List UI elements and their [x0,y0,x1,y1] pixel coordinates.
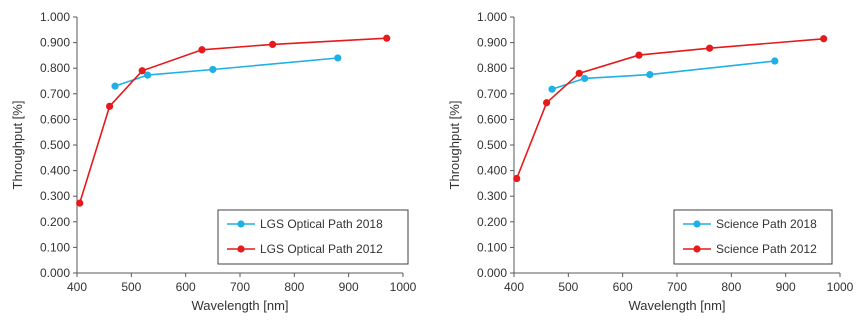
data-point [144,71,152,79]
y-tick-label: 0.400 [40,164,70,178]
y-tick-label: 0.800 [477,61,507,75]
x-tick-label: 500 [558,280,578,294]
y-tick-label: 0.500 [477,138,507,152]
x-tick-label: 600 [613,280,633,294]
y-axis-title: Throughput [%] [10,101,25,190]
data-point [111,82,119,90]
y-tick-label: 0.300 [40,189,70,203]
x-tick-label: 1000 [390,280,417,294]
chart-panel-1: 0.000 0.100 0.200 0.300 0.400 0.500 0.600 0.700… [10,10,417,313]
legend-box [673,209,833,265]
data-point [198,46,206,54]
y-tick-label: 0.100 [477,240,507,254]
data-point [383,34,391,42]
x-tick-label: 400 [504,280,524,294]
data-point [575,69,583,77]
data-point [581,74,589,83]
y-tick-label: 0.200 [477,215,507,229]
legend-label: LGS Optical Path 2012 [260,242,383,256]
legend-label: Science Path 2012 [716,242,817,256]
data-point [106,102,114,110]
y-tick-label: 0.600 [477,112,507,126]
legend-box [217,209,409,265]
data-point [771,57,779,65]
x-tick-label: 500 [121,280,141,294]
data-point [138,67,146,75]
y-tick-label: 0.000 [477,266,507,280]
data-point [543,99,551,107]
x-tick-label: 800 [284,280,304,294]
x-tick-label: 700 [230,280,250,294]
data-point [706,44,714,52]
y-tick-label: 1.000 [40,10,70,24]
data-point [334,54,342,62]
y-tick-label: 0.600 [40,112,70,126]
data-point [548,85,556,93]
legend-swatch-marker [693,245,701,253]
x-tick-label: 1000 [827,280,854,294]
x-axis-title: Wavelength [nm] [191,298,288,313]
legend-label: LGS Optical Path 2018 [260,217,383,231]
data-point [76,199,84,207]
legend-label: Science Path 2018 [716,217,817,231]
x-tick-label: 600 [176,280,196,294]
y-tick-label: 0.900 [40,36,70,50]
y-tick-label: 0.900 [477,36,507,50]
series-line-2 [515,38,824,179]
y-tick-label: 1.000 [477,10,507,24]
series-line-2 [78,37,387,204]
x-tick-label: 900 [776,280,796,294]
x-tick-label: 900 [339,280,359,294]
data-point [635,51,643,59]
legend: Science Path 2018 Science Path 2012 [673,209,833,265]
y-tick-label: 0.100 [40,240,70,254]
x-tick-label: 400 [67,280,87,294]
data-point [820,35,828,43]
data-point [269,40,277,48]
legend-swatch-marker [693,220,701,228]
x-tick-label: 700 [667,280,687,294]
y-tick-label: 0.800 [40,61,70,75]
data-point [646,71,654,79]
y-tick-label: 0.500 [40,138,70,152]
y-tick-label: 0.700 [477,87,507,101]
chart-panel-2: 0.000 0.100 0.200 0.300 0.400 0.500 0.600 0.700… [447,10,854,313]
x-tick-label: 800 [721,280,741,294]
x-axis-title: Wavelength [nm] [628,298,725,313]
data-point [209,65,217,74]
y-tick-label: 0.200 [40,215,70,229]
legend: LGS Optical Path 2018 LGS Optical Path 20… [217,209,409,265]
y-tick-label: 0.700 [40,87,70,101]
series-line-1 [114,57,338,87]
legend-swatch-marker [237,245,245,253]
y-tick-label: 0.000 [40,266,70,280]
y-tick-label: 0.400 [477,164,507,178]
y-tick-label: 0.300 [477,189,507,203]
legend-swatch-marker [237,220,245,228]
y-axis-title: Throughput [%] [447,101,462,190]
data-point [513,174,521,183]
